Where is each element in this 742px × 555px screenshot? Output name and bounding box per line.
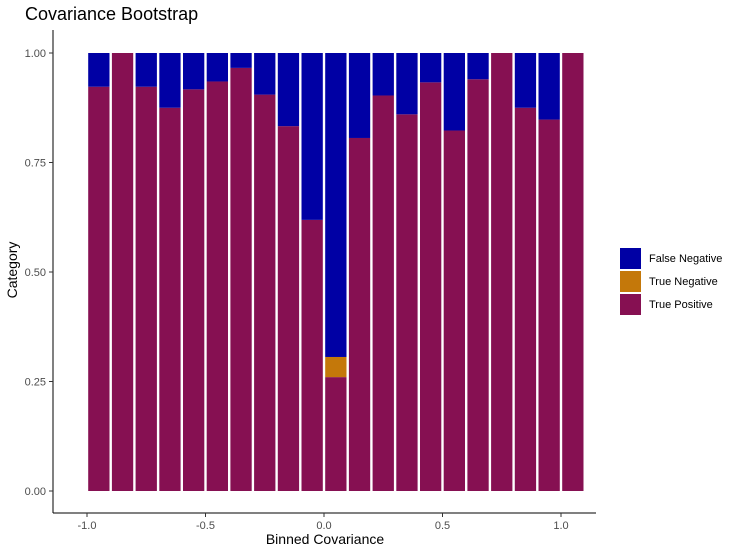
bar-false-negative <box>396 53 418 115</box>
legend-item-false-negative: False Negative <box>620 247 722 270</box>
bar-true-positive <box>183 89 205 491</box>
legend-item-true-negative: True Negative <box>620 270 722 293</box>
bar-true-positive <box>514 107 537 491</box>
bar-true-positive <box>277 126 300 492</box>
bar-false-negative <box>467 53 489 80</box>
bar-true-positive <box>538 119 560 492</box>
bar-false-negative <box>301 53 323 220</box>
y-axis-label: Category <box>4 241 20 299</box>
bar-false-negative <box>372 53 394 96</box>
bar-false-negative <box>183 53 205 90</box>
bar-true-positive <box>396 114 418 491</box>
bar-true-positive <box>348 137 371 492</box>
chart-legend: False Negative True Negative True Positi… <box>620 247 722 316</box>
bar-false-negative <box>277 53 300 127</box>
bar-false-negative <box>230 53 252 68</box>
bar-false-negative <box>254 53 276 95</box>
bar-false-negative <box>348 53 371 138</box>
legend-item-true-positive: True Positive <box>620 293 722 316</box>
y-tick-label: 0.25 <box>25 377 46 389</box>
bar-false-negative <box>514 53 537 108</box>
x-tick-label: 0.0 <box>316 520 331 532</box>
bar-true-positive <box>467 79 489 491</box>
bar-false-negative <box>159 53 181 108</box>
y-tick-label: 0.75 <box>25 158 46 170</box>
legend-label-true-negative: True Negative <box>649 275 718 288</box>
bar-true-positive <box>491 53 513 491</box>
bar-true-negative <box>325 356 347 378</box>
y-tick-label: 0.00 <box>25 486 46 498</box>
bar-true-positive <box>562 53 584 491</box>
x-tick-label: 0.5 <box>435 520 450 532</box>
bar-true-positive <box>135 86 157 491</box>
x-axis-label: Binned Covariance <box>265 531 385 547</box>
bar-true-positive <box>88 86 110 491</box>
x-tick-label: -1.0 <box>78 520 97 532</box>
bar-true-positive <box>159 107 181 491</box>
bar-true-positive <box>443 130 465 491</box>
bar-true-positive <box>301 219 323 492</box>
bar-true-positive <box>420 82 442 491</box>
bar-true-positive <box>325 377 347 491</box>
x-tick-label: -0.5 <box>196 520 215 532</box>
bar-false-negative <box>325 53 347 357</box>
legend-swatch-true-positive <box>620 294 641 315</box>
legend-label-false-negative: False Negative <box>649 252 723 265</box>
bar-false-negative <box>420 53 442 83</box>
bar-true-positive <box>111 53 134 491</box>
y-tick-label: 0.50 <box>25 267 46 279</box>
bar-false-negative <box>206 53 228 82</box>
bar-true-positive <box>206 81 228 491</box>
bar-false-negative <box>135 53 157 87</box>
chart-title: Covariance Bootstrap <box>25 4 199 24</box>
bar-false-negative <box>538 53 560 120</box>
bar-false-negative <box>88 53 110 87</box>
y-tick-label: 1.00 <box>25 48 46 60</box>
legend-swatch-true-negative <box>620 271 641 292</box>
bar-false-negative <box>443 53 465 131</box>
bar-true-positive <box>254 94 276 492</box>
bar-true-positive <box>230 67 252 491</box>
x-tick-label: 1.0 <box>553 520 568 532</box>
legend-swatch-false-negative <box>620 248 641 269</box>
bar-true-positive <box>372 95 394 492</box>
legend-label-true-positive: True Positive <box>649 298 713 311</box>
